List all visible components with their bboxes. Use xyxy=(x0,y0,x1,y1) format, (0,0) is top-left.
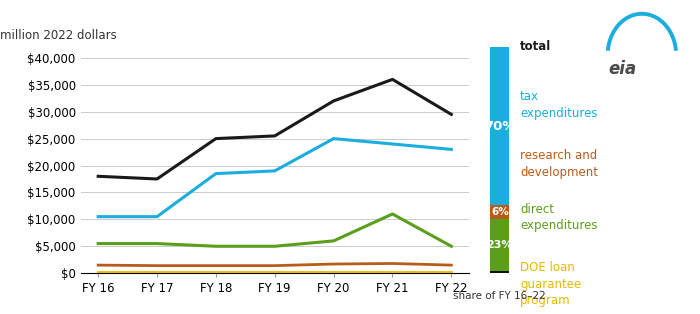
Text: tax
expenditures: tax expenditures xyxy=(520,90,598,120)
Text: eia: eia xyxy=(608,60,636,78)
Text: direct
expenditures: direct expenditures xyxy=(520,203,598,232)
Text: 23%: 23% xyxy=(486,240,513,250)
Text: 6%: 6% xyxy=(491,207,509,217)
Bar xyxy=(491,271,509,273)
Text: research and
development: research and development xyxy=(520,149,598,179)
Text: million 2022 dollars: million 2022 dollars xyxy=(0,29,117,42)
Bar xyxy=(491,205,509,219)
Text: 70%: 70% xyxy=(484,120,515,133)
Text: total: total xyxy=(520,40,552,53)
Text: DOE loan
guarantee
program: DOE loan guarantee program xyxy=(520,261,581,307)
Bar xyxy=(491,47,509,205)
Text: share of FY 16–22: share of FY 16–22 xyxy=(454,291,546,301)
Bar xyxy=(491,219,509,271)
